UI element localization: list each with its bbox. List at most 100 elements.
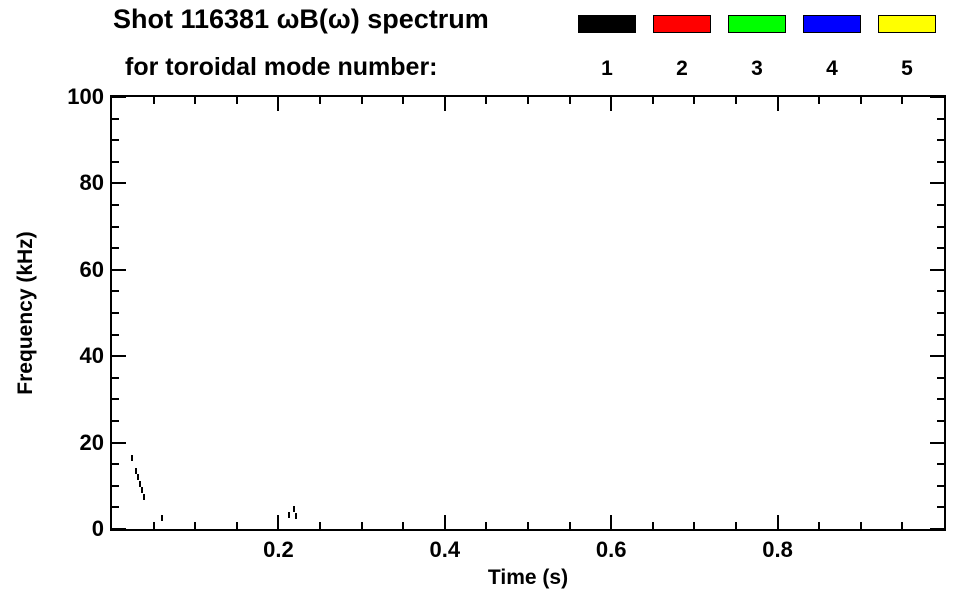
x-minor-tick xyxy=(235,97,238,104)
x-minor-tick xyxy=(735,522,737,529)
y-minor-tick xyxy=(112,139,119,142)
y-minor-tick xyxy=(112,204,119,206)
y-tick-label: 60 xyxy=(79,256,104,282)
y-minor-tick xyxy=(112,117,119,120)
y-major-tick xyxy=(112,528,126,530)
x-minor-tick xyxy=(152,97,155,104)
y-minor-tick xyxy=(937,160,944,163)
x-minor-tick xyxy=(901,97,904,104)
y-major-tick xyxy=(930,268,944,271)
y-major-tick xyxy=(930,182,944,185)
spectrum-point-mode-1 xyxy=(293,506,296,513)
y-minor-tick xyxy=(112,398,119,401)
x-minor-tick xyxy=(319,97,321,104)
x-major-tick xyxy=(277,97,280,111)
x-minor-tick xyxy=(859,97,862,104)
x-minor-tick xyxy=(651,97,654,104)
plot-area xyxy=(110,95,946,531)
y-tick-label: 40 xyxy=(79,343,104,369)
x-tick-label: 0.8 xyxy=(762,537,793,562)
x-minor-tick xyxy=(818,97,821,104)
y-minor-tick xyxy=(937,204,944,206)
y-tick-label: 80 xyxy=(79,170,104,196)
x-minor-tick xyxy=(194,97,197,104)
spectrum-point-mode-1 xyxy=(143,493,146,500)
x-major-tick xyxy=(776,515,779,529)
x-axis-label: Time (s) xyxy=(487,566,569,589)
y-minor-tick xyxy=(112,333,119,336)
x-minor-tick xyxy=(568,522,571,529)
y-major-tick xyxy=(930,355,944,358)
y-major-tick xyxy=(112,96,126,98)
spectrum-point-mode-1 xyxy=(136,474,139,481)
y-minor-tick xyxy=(112,225,119,228)
y-axis-label: Frequency (kHz) xyxy=(14,231,37,395)
y-minor-tick xyxy=(112,312,119,314)
legend-label-mode-5: 5 xyxy=(901,57,913,80)
x-minor-tick xyxy=(693,97,696,104)
y-minor-tick xyxy=(937,290,944,293)
spectrum-point-mode-1 xyxy=(139,480,142,487)
x-minor-tick xyxy=(651,522,654,529)
y-minor-tick xyxy=(112,376,119,379)
x-minor-tick xyxy=(194,522,197,529)
x-minor-tick xyxy=(152,522,155,529)
y-minor-tick xyxy=(937,420,944,422)
legend-swatch-mode-3 xyxy=(728,15,786,33)
y-tick-label: 0 xyxy=(91,516,104,541)
y-minor-tick xyxy=(937,225,944,228)
legend-label-mode-2: 2 xyxy=(676,57,688,80)
legend-label-mode-3: 3 xyxy=(751,57,763,80)
x-minor-tick xyxy=(235,522,238,529)
y-minor-tick xyxy=(937,506,944,509)
y-minor-tick xyxy=(937,333,944,336)
x-minor-tick xyxy=(527,522,529,529)
y-minor-tick xyxy=(937,312,944,314)
y-minor-tick xyxy=(112,484,119,487)
y-minor-tick xyxy=(112,160,119,163)
x-minor-tick xyxy=(859,522,862,529)
x-minor-tick xyxy=(319,522,321,529)
x-major-tick xyxy=(443,515,446,529)
spectrum-point-mode-1 xyxy=(294,513,297,520)
y-minor-tick xyxy=(937,376,944,379)
legend-swatches xyxy=(578,15,936,33)
x-minor-tick xyxy=(527,97,529,104)
y-minor-tick xyxy=(112,290,119,293)
x-major-tick xyxy=(776,97,779,111)
x-minor-tick xyxy=(360,97,363,104)
y-minor-tick xyxy=(112,463,119,466)
y-major-tick xyxy=(112,441,126,444)
x-tick-label: 0.2 xyxy=(263,537,294,562)
x-minor-tick xyxy=(568,97,571,104)
spectrum-point-mode-1 xyxy=(160,515,163,522)
legend-swatch-mode-2 xyxy=(653,15,711,33)
legend-swatch-mode-4 xyxy=(803,15,861,33)
x-major-tick xyxy=(610,97,613,111)
legend-swatch-mode-1 xyxy=(578,15,636,33)
y-minor-tick xyxy=(937,117,944,120)
x-major-tick xyxy=(443,97,446,111)
y-major-tick xyxy=(112,182,126,185)
y-minor-tick xyxy=(112,247,119,250)
spectrum-point-mode-1 xyxy=(288,512,291,519)
y-major-tick xyxy=(112,268,126,271)
legend-label-mode-1: 1 xyxy=(601,57,613,80)
x-major-tick xyxy=(610,515,613,529)
spectrum-point-mode-1 xyxy=(140,487,143,494)
spectrum-point-mode-1 xyxy=(130,454,133,461)
y-major-tick xyxy=(112,355,126,358)
x-minor-tick xyxy=(693,522,696,529)
x-minor-tick xyxy=(818,522,821,529)
y-major-tick xyxy=(930,96,944,98)
y-minor-tick xyxy=(937,484,944,487)
y-major-tick xyxy=(930,528,944,530)
y-minor-tick xyxy=(937,139,944,142)
chart-title: Shot 116381 ωB(ω) spectrum xyxy=(113,4,489,34)
x-minor-tick xyxy=(485,522,488,529)
legend-label-mode-4: 4 xyxy=(826,57,838,80)
y-minor-tick xyxy=(112,420,119,422)
y-minor-tick xyxy=(937,398,944,401)
x-minor-tick xyxy=(402,522,405,529)
